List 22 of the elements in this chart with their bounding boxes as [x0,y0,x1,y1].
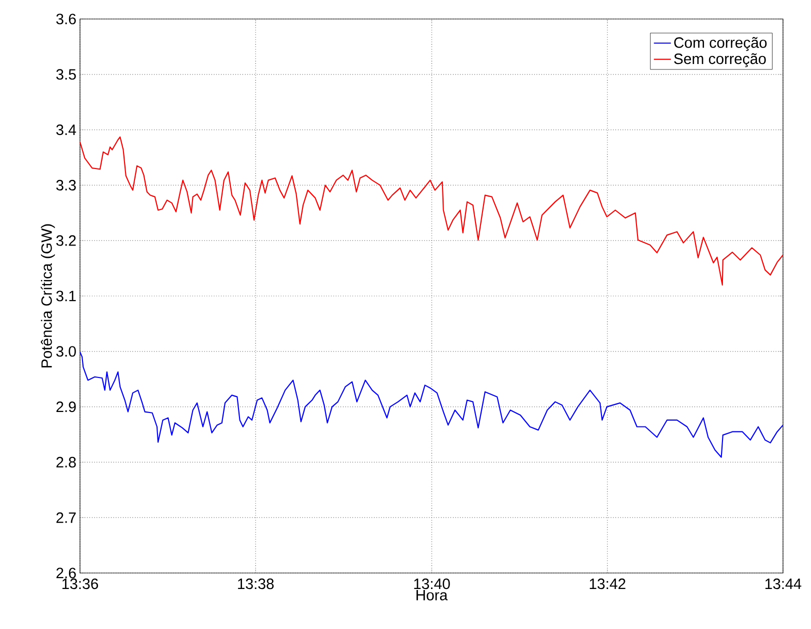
x-tick-label: 13:40 [414,578,450,590]
legend-label: Sem correção [674,53,766,68]
x-tick-label: 13:44 [765,578,802,590]
y-tick-label: 3.4 [56,124,76,136]
y-tick-label: 3.5 [56,69,76,80]
y-tick-label: 3.6 [56,14,76,24]
x-axis-title: Hora [416,590,448,600]
line-series [80,136,784,286]
y-tick-label: 2.9 [56,402,76,412]
y-tick-label: 3.0 [56,346,76,357]
line-series [80,351,784,458]
y-tick-label: 2.8 [56,456,76,468]
x-tick-label: 13:36 [62,578,98,590]
y-tick-label: 2.7 [56,512,76,523]
x-tick-label: 13:42 [590,578,626,590]
legend-label: Com correção [674,37,767,51]
y-tick-label: 3.1 [56,290,76,302]
y-axis-title: Potência Crítica (GW) [40,224,55,368]
x-tick-label: 13:38 [238,578,274,590]
y-tick-label: 3.2 [56,235,76,246]
y-tick-label: 2.6 [56,568,76,578]
y-tick-label: 3.3 [56,180,76,190]
